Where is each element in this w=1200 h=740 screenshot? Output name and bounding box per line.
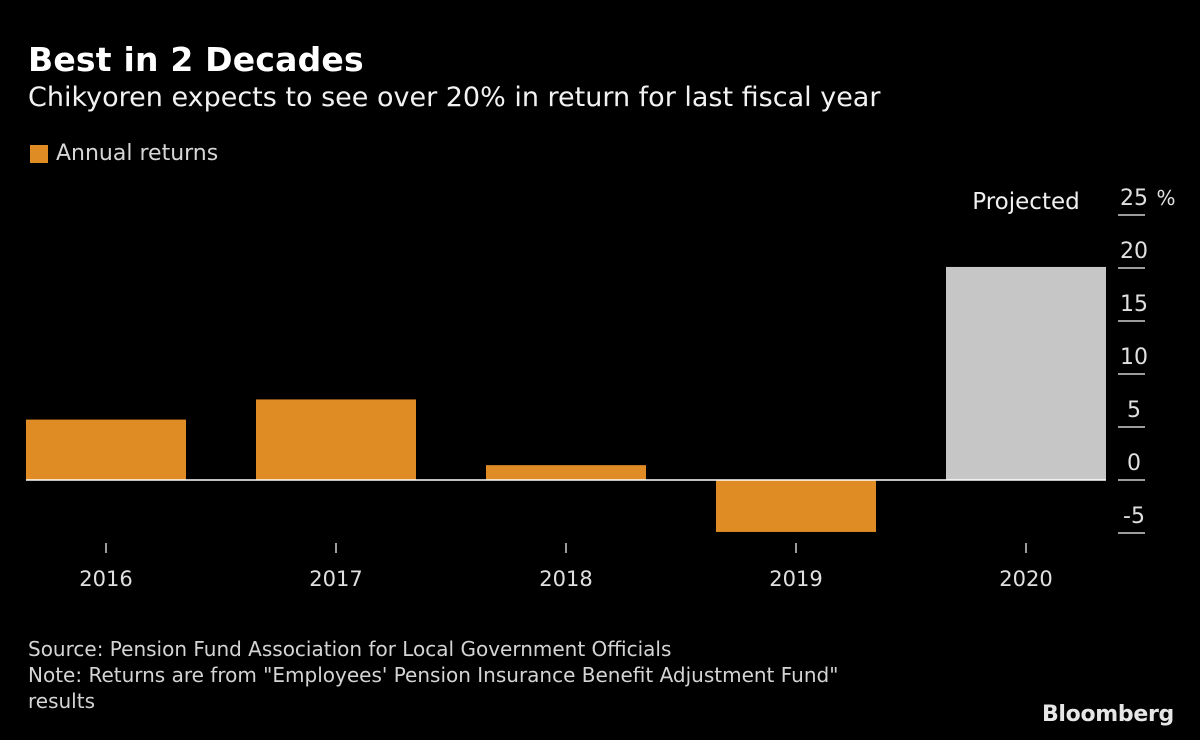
chart-subtitle: Chikyoren expects to see over 20% in ret…	[28, 82, 881, 113]
x-tick-label: 2018	[539, 567, 592, 591]
x-tick-label: 2016	[79, 567, 132, 591]
x-tick-label: 2020	[999, 567, 1052, 591]
y-tick-label: 20	[1120, 239, 1148, 264]
note-text: Note: Returns are from "Employees' Pensi…	[28, 663, 839, 687]
y-tick-label: 10	[1120, 345, 1148, 370]
legend-swatch	[30, 144, 48, 163]
chart-title: Best in 2 Decades	[28, 40, 364, 79]
y-tick-label: 25	[1120, 186, 1148, 211]
y-tick-label: 5	[1127, 398, 1141, 423]
bar-2017	[256, 399, 416, 480]
projected-annotation: Projected	[972, 189, 1079, 215]
chart-footer: Source: Pension Fund Association for Loc…	[28, 636, 838, 714]
y-unit-label: %	[1156, 186, 1175, 210]
bloomberg-logo: Bloomberg	[1041, 702, 1174, 727]
y-tick-label: -5	[1123, 504, 1145, 529]
note-text-continued: results	[28, 689, 96, 713]
bar-2020	[946, 266, 1106, 480]
bar-2019	[716, 480, 876, 532]
legend-label: Annual returns	[56, 141, 219, 166]
legend: Annual returns	[30, 141, 218, 166]
x-tick-label: 2017	[309, 567, 362, 591]
bar-2018	[486, 465, 646, 480]
x-tick-label: 2019	[769, 567, 822, 591]
y-tick-label: 0	[1127, 451, 1141, 476]
bar-2016	[26, 419, 186, 480]
y-tick-label: 15	[1120, 292, 1148, 317]
source-text: Source: Pension Fund Association for Loc…	[28, 637, 672, 661]
